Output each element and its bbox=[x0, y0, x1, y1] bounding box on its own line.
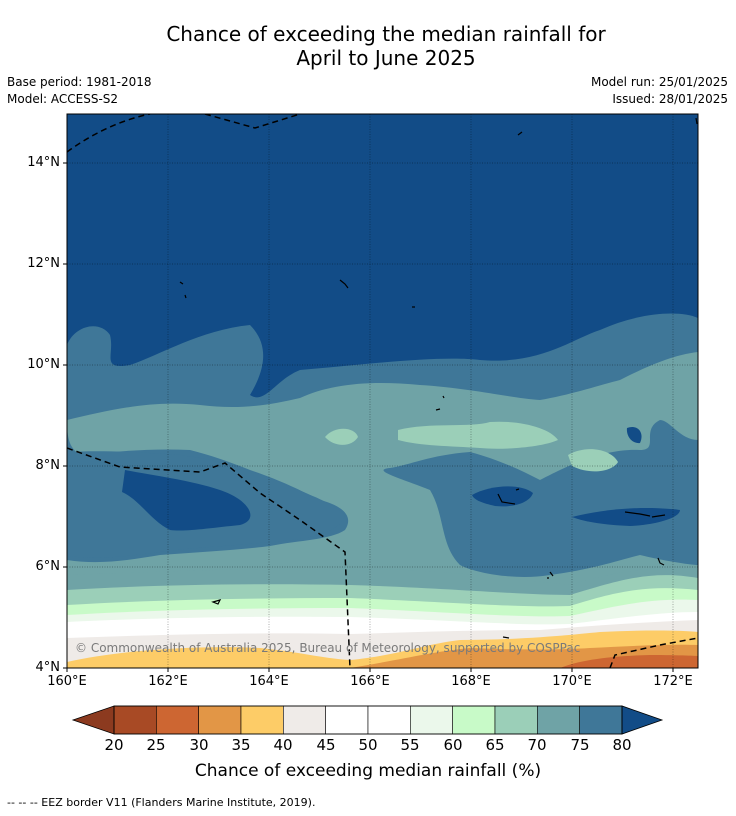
contour-pocket-small bbox=[626, 426, 642, 444]
colorbar-cell-30-35 bbox=[198, 705, 242, 735]
colorbar-under-arrow bbox=[71, 705, 115, 735]
colorbar-frame bbox=[113, 705, 623, 735]
map-frame bbox=[66, 113, 699, 669]
lat-label-12n: 12°N bbox=[27, 256, 60, 271]
meta-right: Model run: 25/01/2025 Issued: 28/01/2025 bbox=[591, 74, 728, 108]
contour-pocket-left-deep bbox=[122, 470, 251, 531]
meta-left: Base period: 1981-2018 Model: ACCESS-S2 bbox=[7, 74, 152, 108]
lat-label-14n: 14°N bbox=[27, 155, 60, 170]
colorbar-cell-50-55 bbox=[367, 705, 411, 735]
colorbar-over-arrow bbox=[621, 705, 664, 735]
base-period: Base period: 1981-2018 bbox=[7, 75, 152, 89]
cbar-tick-60: 60 bbox=[443, 736, 463, 754]
colorbar-cell-65-70 bbox=[494, 705, 538, 735]
map-contours bbox=[67, 114, 698, 668]
colorbar-cell-20-25 bbox=[113, 705, 157, 735]
eez-legend-note: -- -- -- EEZ border V11 (Flanders Marine… bbox=[7, 796, 316, 809]
lon-label-168e: 168°E bbox=[451, 674, 491, 689]
colorbar-cell-60-65 bbox=[452, 705, 496, 735]
colorbar-title: Chance of exceeding median rainfall (%) bbox=[194, 761, 542, 781]
map-title: Chance of exceeding the median rainfall … bbox=[0, 22, 736, 70]
cbar-tick-25: 25 bbox=[146, 736, 166, 754]
colorbar-cell-25-30 bbox=[156, 705, 199, 735]
colorbar-cells bbox=[113, 705, 623, 735]
issued-date: Issued: 28/01/2025 bbox=[612, 92, 728, 106]
cbar-tick-40: 40 bbox=[273, 736, 293, 754]
colorbar-cell-55-60 bbox=[410, 705, 453, 735]
title-line-1: Chance of exceeding the median rainfall … bbox=[166, 22, 606, 46]
colorbar-cell-40-45 bbox=[283, 705, 326, 735]
lon-label-166e: 166°E bbox=[350, 674, 390, 689]
cbar-tick-75: 75 bbox=[570, 736, 590, 754]
contour-65-70-c bbox=[568, 449, 618, 472]
contour-pocket-far-right-deep bbox=[572, 507, 680, 526]
lat-label-8n: 8°N bbox=[35, 458, 61, 473]
lat-label-10n: 10°N bbox=[27, 357, 60, 372]
cbar-tick-80: 80 bbox=[612, 736, 632, 754]
cbar-tick-55: 55 bbox=[400, 736, 420, 754]
contour-65-70-b bbox=[398, 421, 558, 449]
lon-label-170e: 170°E bbox=[552, 674, 592, 689]
colorbar-cell-75-80 bbox=[579, 705, 623, 735]
lon-label-172e: 172°E bbox=[653, 674, 693, 689]
gridlines bbox=[67, 114, 698, 668]
cbar-tick-30: 30 bbox=[189, 736, 209, 754]
lon-label-162e: 162°E bbox=[148, 674, 188, 689]
eez-borders bbox=[67, 114, 698, 668]
cbar-tick-20: 20 bbox=[104, 736, 124, 754]
lon-label-164e: 164°E bbox=[249, 674, 289, 689]
islands bbox=[179, 117, 698, 639]
title-line-2: April to June 2025 bbox=[296, 46, 476, 70]
contour-65-70-a bbox=[325, 428, 358, 445]
cbar-tick-70: 70 bbox=[527, 736, 547, 754]
axis-ticks bbox=[63, 162, 674, 672]
lon-label-160e: 160°E bbox=[47, 674, 87, 689]
lat-label-4n: 4°N bbox=[35, 660, 61, 675]
lat-label-6n: 6°N bbox=[35, 559, 61, 574]
colorbar-cell-70-75 bbox=[537, 705, 580, 735]
model-run: Model run: 25/01/2025 bbox=[590, 75, 728, 89]
cbar-tick-35: 35 bbox=[231, 736, 251, 754]
model-name: Model: ACCESS-S2 bbox=[7, 92, 119, 106]
colorbar-cell-45-50 bbox=[325, 705, 369, 735]
contour-band-25-30 bbox=[560, 655, 698, 668]
cbar-tick-45: 45 bbox=[316, 736, 336, 754]
cbar-tick-50: 50 bbox=[358, 736, 378, 754]
colorbar-cell-35-40 bbox=[240, 705, 284, 735]
contour-pocket-right-deep bbox=[472, 486, 533, 507]
cbar-tick-65: 65 bbox=[485, 736, 505, 754]
copyright-notice: © Commonwealth of Australia 2025, Bureau… bbox=[75, 641, 581, 655]
